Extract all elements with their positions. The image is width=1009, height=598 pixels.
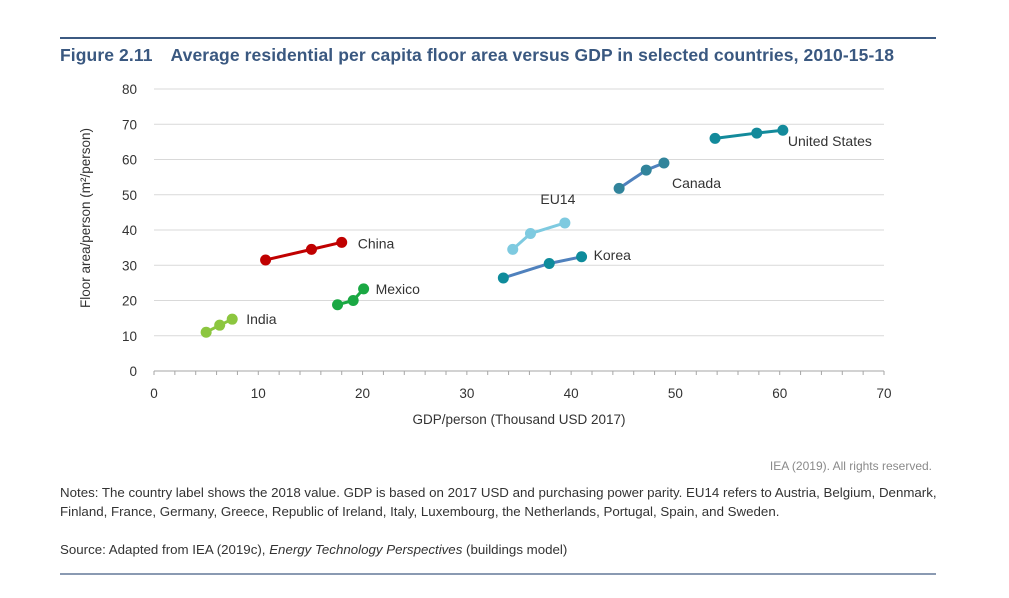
copyright-credit: IEA (2019). All rights reserved. bbox=[769, 459, 932, 473]
top-rule bbox=[60, 37, 936, 39]
series-canada: Canada bbox=[613, 157, 721, 194]
y-tick-label: 60 bbox=[122, 153, 137, 168]
axes: 0 10 20 30 40 50 60 70 80 0 10 20 30 40 50 60 70 bbox=[122, 82, 892, 401]
data-point-mexico bbox=[347, 295, 359, 306]
series-united-states: United States bbox=[709, 124, 872, 149]
data-point-korea bbox=[497, 272, 509, 284]
y-tick-label: 40 bbox=[122, 223, 137, 238]
series-label-china: China bbox=[358, 235, 395, 251]
data-point-eu14 bbox=[559, 217, 571, 229]
y-tick-label: 10 bbox=[122, 329, 137, 344]
series-line-eu14 bbox=[511, 221, 566, 251]
source-prefix: Source: Adapted from IEA (2019c), bbox=[60, 542, 270, 557]
y-tick-label: 20 bbox=[122, 294, 137, 309]
x-tick-label: 20 bbox=[355, 386, 370, 401]
data-point-china bbox=[260, 254, 272, 266]
figure-notes: Notes: The country label shows the 2018 … bbox=[60, 485, 937, 519]
data-point-india bbox=[214, 319, 226, 331]
series-label-korea: Korea bbox=[594, 247, 632, 263]
series-line-korea bbox=[502, 255, 582, 280]
x-tick-label: 30 bbox=[459, 386, 474, 401]
series-label-mexico: Mexico bbox=[376, 281, 421, 297]
data-point-china bbox=[336, 236, 348, 248]
x-tick-label: 40 bbox=[564, 386, 579, 401]
data-point-korea bbox=[576, 251, 588, 263]
data-point-korea bbox=[543, 257, 555, 269]
y-tick-label: 50 bbox=[122, 188, 137, 203]
data-point-canada bbox=[658, 157, 670, 169]
data-point-united-states bbox=[709, 132, 721, 144]
figure-number: Figure 2.11 bbox=[60, 45, 153, 65]
series-korea: Korea bbox=[497, 247, 632, 284]
x-axis-label: GDP/person (Thousand USD 2017) bbox=[412, 412, 625, 427]
series-label-eu14: EU14 bbox=[540, 191, 575, 207]
x-tick-label: 60 bbox=[772, 386, 787, 401]
figure-title-text: Average residential per capita floor are… bbox=[170, 45, 895, 65]
data-point-canada bbox=[613, 182, 625, 194]
source-title: Energy Technology Perspectives bbox=[269, 542, 463, 557]
y-tick-label: 70 bbox=[122, 117, 137, 132]
x-tick-label: 10 bbox=[251, 386, 266, 401]
series-line-china bbox=[265, 240, 343, 262]
x-tick-label: 70 bbox=[876, 386, 891, 401]
series-china: China bbox=[260, 235, 395, 266]
figure-source: Source: Adapted from IEA (2019c), Energy… bbox=[60, 542, 567, 557]
series-group: India China Mexico EU14 Korea Canada United St… bbox=[200, 124, 872, 338]
y-tick-label: 80 bbox=[122, 82, 137, 97]
data-point-canada bbox=[640, 164, 652, 176]
series-label-india: India bbox=[246, 311, 277, 327]
series-india: India bbox=[200, 311, 277, 338]
x-tick-label: 0 bbox=[150, 386, 158, 401]
x-tick-label: 50 bbox=[668, 386, 683, 401]
data-point-eu14 bbox=[524, 228, 536, 240]
data-point-united-states bbox=[751, 127, 763, 139]
data-point-china bbox=[305, 243, 317, 255]
figure-title: Figure 2.11 Average residential per capit… bbox=[60, 45, 894, 66]
bottom-rule bbox=[60, 573, 936, 575]
series-mexico: Mexico bbox=[332, 281, 421, 311]
y-tick-label: 0 bbox=[129, 364, 137, 379]
series-label-united-states: United States bbox=[788, 133, 872, 149]
series-line-canada bbox=[618, 161, 665, 190]
gridlines bbox=[154, 88, 884, 337]
data-point-mexico bbox=[358, 283, 370, 295]
y-tick-label: 30 bbox=[122, 258, 137, 273]
data-point-india bbox=[200, 326, 212, 338]
data-point-mexico bbox=[332, 299, 344, 311]
data-point-india bbox=[226, 313, 238, 325]
series-line-united-states bbox=[714, 128, 784, 140]
data-point-united-states bbox=[777, 124, 789, 136]
data-point-eu14 bbox=[507, 243, 519, 255]
series-label-canada: Canada bbox=[672, 175, 721, 191]
y-axis-label: Floor area/person (m²/person) bbox=[78, 128, 93, 308]
source-suffix: (buildings model) bbox=[462, 542, 568, 557]
series-eu14: EU14 bbox=[507, 191, 576, 255]
